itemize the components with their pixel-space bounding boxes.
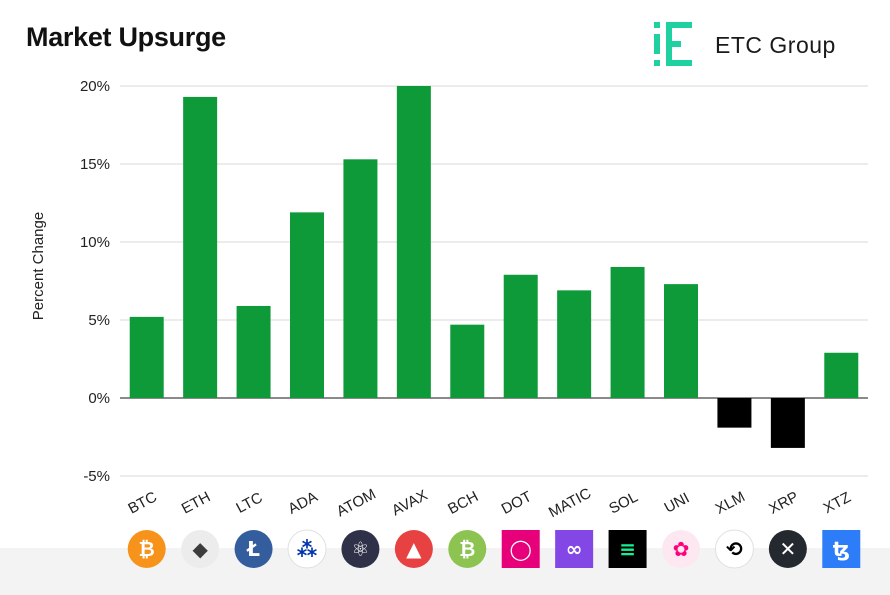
x-tick-label: XLM (713, 488, 748, 517)
litecoin-glyph: Ł (246, 537, 260, 561)
bar-dot (503, 274, 538, 398)
brand-logo: ETC Group (652, 20, 882, 70)
x-tick-label: DOT (499, 488, 535, 518)
cosmos-glyph: ⚛ (351, 537, 369, 561)
y-tick-label: 5% (88, 312, 110, 329)
y-tick-label: 20% (80, 78, 110, 95)
ethereum-icon (181, 530, 220, 568)
bar-eth (183, 96, 218, 399)
x-tick-label: XRP (766, 488, 801, 517)
x-tick-label: ETH (179, 488, 213, 517)
etc-group-logo-icon (654, 22, 692, 66)
bar-ada (290, 212, 324, 398)
litecoin-icon (234, 530, 273, 568)
bar-uni (664, 284, 698, 398)
x-tick-label: SOL (606, 488, 640, 517)
avalanche-icon (394, 530, 433, 568)
x-tick-label: XTZ (821, 489, 854, 517)
bar-xlm (717, 398, 752, 428)
y-tick-label: 0% (88, 390, 110, 407)
bar-xrp (770, 398, 805, 448)
bitcoin-icon (127, 530, 166, 568)
polkadot-icon (501, 530, 540, 568)
bitcoin-glyph: ₿ (139, 537, 155, 561)
x-tick-label: BTC (125, 488, 160, 517)
cardano-glyph: ⁂ (297, 537, 318, 561)
bar-avax (396, 86, 431, 398)
ethereum-glyph: ◆ (192, 537, 208, 561)
bitcoin-cash-glyph: ₿ (459, 537, 475, 561)
bar-atom (343, 159, 378, 398)
polygon-icon (555, 530, 594, 568)
stellar-glyph: ⟲ (726, 537, 743, 561)
x-tick-label: ADA (285, 488, 320, 517)
bar-ltc (236, 305, 271, 398)
x-tick-label: BCH (445, 488, 481, 518)
x-tick-label: LTC (233, 489, 265, 517)
uniswap-icon (662, 530, 700, 568)
bar-xtz (824, 352, 859, 398)
chart-title: Market Upsurge (26, 22, 226, 52)
solana-glyph: ≡ (619, 537, 636, 561)
brand-name: ETC Group (715, 32, 836, 58)
xrp-icon (768, 530, 807, 568)
y-tick-label: -5% (83, 468, 110, 485)
solana-icon (608, 530, 647, 568)
x-tick-label: ATOM (334, 486, 379, 521)
polkadot-glyph: ◯ (510, 537, 532, 561)
bitcoin-cash-icon (448, 530, 487, 568)
polygon-glyph: ∞ (566, 537, 583, 561)
x-tick-label: MATIC (546, 485, 594, 521)
tezos-glyph: ꜩ (833, 537, 850, 561)
xrp-glyph: ✕ (779, 537, 796, 561)
bar-matic (557, 290, 592, 398)
stellar-icon (714, 529, 754, 569)
tezos-icon (822, 530, 861, 568)
bar-bch (450, 324, 485, 398)
cosmos-icon (341, 530, 380, 568)
x-tick-label: AVAX (389, 487, 430, 520)
y-axis-title: Percent Change (30, 212, 47, 320)
cardano-icon (287, 529, 327, 569)
y-tick-label: 10% (80, 234, 110, 251)
avalanche-glyph: ▲ (406, 537, 422, 561)
bar-sol (610, 266, 645, 398)
uniswap-glyph: ✿ (673, 537, 690, 561)
bar-btc (129, 316, 164, 398)
x-tick-label: UNI (661, 489, 692, 516)
y-tick-label: 15% (80, 156, 110, 173)
